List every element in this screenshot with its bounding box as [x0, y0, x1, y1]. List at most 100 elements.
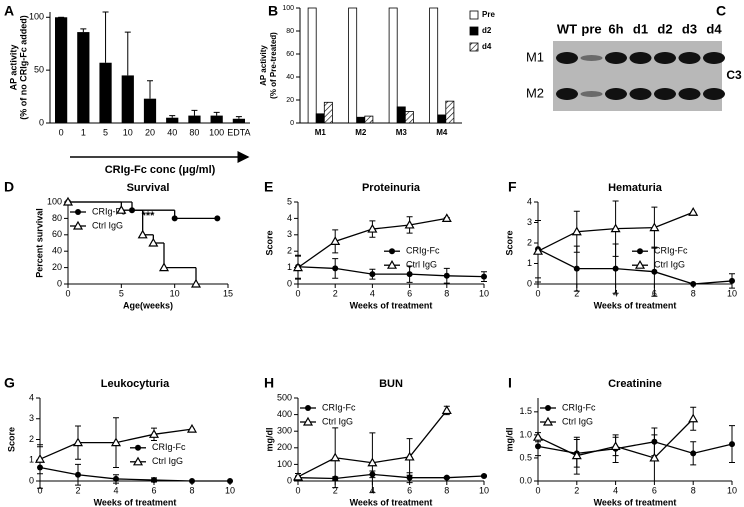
panel-label: F: [508, 179, 517, 195]
legend-label: Ctrl IgG: [562, 416, 593, 426]
marker: [214, 215, 221, 222]
x-tick-label: EDTA: [227, 127, 250, 137]
legend-marker: [386, 259, 398, 269]
bar: [388, 7, 398, 124]
x-axis-label: Weeks of treatment: [350, 497, 433, 507]
x-tick-label: 8: [691, 288, 696, 298]
marker: [227, 478, 233, 484]
marker: [532, 431, 544, 441]
marker: [190, 278, 202, 288]
y-tick-label: 400: [277, 409, 292, 419]
y-tick-label: 80: [286, 28, 294, 35]
x-tick-label: 6: [652, 485, 657, 495]
bar: [315, 113, 325, 124]
marker: [113, 475, 119, 482]
legend-marker: [542, 416, 554, 426]
x-tick-label: 0: [65, 288, 70, 298]
marker: [443, 474, 450, 481]
marker: [186, 423, 198, 433]
y-tick-label: 1.5: [519, 406, 532, 416]
chart-title: Leukocyturia: [101, 378, 170, 390]
marker: [610, 223, 621, 233]
blot-band: [580, 91, 603, 97]
x-tick-label: 8: [691, 485, 696, 495]
error-bar: [235, 116, 242, 119]
y-tick-label: 0: [57, 278, 62, 288]
x-tick-label: 10: [123, 127, 133, 137]
blot-band: [605, 52, 627, 64]
y-axis-label: Score: [6, 427, 16, 452]
marker: [62, 196, 74, 206]
legend-swatch: [469, 26, 479, 36]
bar: [356, 116, 366, 124]
marker: [292, 471, 304, 481]
y-tick-label: 2: [287, 246, 292, 256]
bar: [307, 7, 317, 124]
y-tick-label: 40: [286, 74, 294, 81]
y-tick-label: 0: [290, 120, 294, 127]
y-axis-label: (% of Pre-treated): [269, 32, 278, 99]
y-tick-label: 100: [277, 459, 292, 469]
marker: [610, 441, 621, 451]
y-tick-label: 60: [286, 51, 294, 58]
x-axis-label: Age(weeks): [123, 300, 173, 310]
y-axis-label: AP activity: [259, 45, 268, 86]
x-tick-label: 0: [37, 485, 42, 495]
lane-label: pre: [581, 21, 601, 36]
marker: [649, 452, 660, 462]
blot-background: [553, 41, 722, 111]
legend-marker: [634, 259, 646, 269]
marker: [369, 271, 376, 278]
bar: [232, 118, 245, 123]
blot-band: [556, 88, 578, 100]
bar: [364, 115, 374, 124]
x-tick-label: 0: [295, 485, 300, 495]
legend-label: CRIg-Fc: [322, 402, 356, 412]
marker: [481, 273, 487, 280]
bar: [55, 17, 68, 124]
x-tick-label: 10: [727, 485, 737, 495]
y-tick-label: 2: [527, 237, 532, 247]
y-axis-label: (% of no CRIg-Fc added): [18, 15, 28, 120]
error-bar: [213, 111, 220, 116]
y-axis-label: mg/dl: [504, 428, 514, 452]
y-tick-label: 200: [277, 442, 292, 452]
y-tick-label: 100: [282, 5, 294, 12]
y-tick-label: 100: [29, 12, 44, 22]
y-tick-label: 3: [527, 217, 532, 227]
legend-swatch: [469, 10, 479, 20]
blot-band: [556, 52, 578, 64]
marker: [367, 223, 378, 233]
x-tick-label: 8: [444, 485, 449, 495]
x-tick-label: 80: [189, 127, 199, 137]
y-tick-label: 80: [52, 213, 62, 223]
chart-title: BUN: [379, 378, 403, 390]
marker: [34, 454, 46, 463]
error-bar: [124, 31, 131, 76]
marker: [729, 441, 735, 448]
blot-band: [629, 88, 652, 100]
panel-label: B: [268, 3, 278, 19]
x-axis-label: Weeks of treatment: [350, 300, 433, 310]
panel-label: G: [4, 375, 15, 391]
chart-title: Survival: [127, 182, 170, 194]
x-axis-label: Weeks of treatment: [94, 497, 177, 507]
x-tick-label: 8: [444, 288, 449, 298]
marker: [404, 451, 415, 461]
marker: [406, 474, 413, 481]
lane-label: d1: [633, 21, 648, 36]
y-tick-label: 1: [527, 258, 532, 268]
y-tick-label: 20: [52, 262, 62, 272]
y-tick-label: 1: [29, 455, 34, 465]
legend-label: Ctrl IgG: [92, 220, 123, 230]
bar: [323, 101, 333, 124]
series-line: [297, 473, 485, 480]
error-bar: [191, 109, 198, 116]
x-tick-label: 1: [81, 127, 86, 137]
lane-label: WT: [557, 21, 577, 36]
bar: [77, 32, 90, 124]
marker: [151, 476, 157, 483]
marker: [573, 265, 580, 272]
x-tick-label: 0: [535, 485, 540, 495]
y-tick-label: 40: [52, 246, 62, 256]
